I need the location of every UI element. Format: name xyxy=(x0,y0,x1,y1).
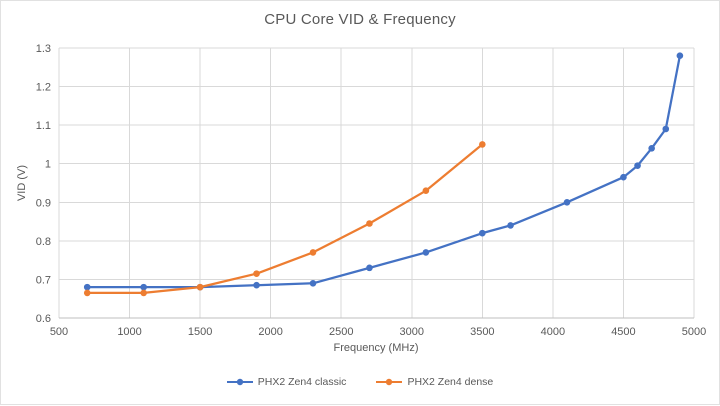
data-point-marker xyxy=(479,141,486,148)
x-tick-label: 3500 xyxy=(470,326,494,338)
y-axis-title: VID (V) xyxy=(16,164,28,202)
data-point-marker xyxy=(253,270,260,277)
legend-item-1: PHX2 Zen4 dense xyxy=(376,376,493,388)
legend: PHX2 Zen4 classic PHX2 Zen4 dense xyxy=(1,376,719,388)
legend-label: PHX2 Zen4 dense xyxy=(407,376,494,388)
data-point-marker xyxy=(140,289,147,297)
data-point-marker xyxy=(366,264,373,272)
x-tick-label: 3000 xyxy=(400,326,424,338)
data-point-marker xyxy=(140,283,147,291)
y-tick-label: 0.6 xyxy=(36,313,51,325)
data-point-marker xyxy=(309,249,317,256)
y-tick-label: 0.7 xyxy=(36,274,51,286)
x-tick-label: 1500 xyxy=(188,326,212,338)
x-tick-label: 2500 xyxy=(329,326,353,338)
legend-marker-icon xyxy=(226,378,253,386)
y-tick-label: 1.2 xyxy=(36,82,51,94)
data-point-marker xyxy=(648,144,655,152)
y-tick-label: 0.8 xyxy=(36,236,51,248)
data-point-marker xyxy=(676,52,684,60)
data-point-marker xyxy=(620,173,627,181)
series-line-1 xyxy=(86,143,484,295)
x-tick-label: 4000 xyxy=(541,326,565,338)
data-point-marker xyxy=(422,249,430,256)
x-tick-label: 4500 xyxy=(611,326,635,338)
y-tick-label: 1.1 xyxy=(36,120,51,132)
data-point-marker xyxy=(83,283,91,291)
series-line-0 xyxy=(86,54,682,289)
data-point-marker xyxy=(196,283,204,291)
data-point-marker xyxy=(422,187,430,195)
data-point-marker xyxy=(634,162,641,169)
data-point-marker xyxy=(507,222,514,229)
y-tick-label: 1.3 xyxy=(36,43,51,55)
legend-marker-icon xyxy=(376,378,403,386)
x-tick-label: 2000 xyxy=(258,326,282,338)
x-axis-title: Frequency (MHz) xyxy=(333,342,419,354)
x-tick-label: 500 xyxy=(50,326,68,338)
legend-label: PHX2 Zen4 classic xyxy=(257,376,347,388)
data-point-marker xyxy=(366,220,373,227)
data-point-marker xyxy=(662,125,670,133)
data-point-marker xyxy=(563,198,571,206)
x-tick-label: 5000 xyxy=(682,326,706,338)
x-tick-label: 1000 xyxy=(117,326,141,338)
y-tick-label: 0.9 xyxy=(36,197,51,209)
legend-item-0: PHX2 Zen4 classic xyxy=(226,376,347,388)
data-point-marker xyxy=(309,279,317,287)
data-point-marker xyxy=(253,281,260,289)
data-point-marker xyxy=(83,289,91,297)
y-tick-label: 1 xyxy=(45,159,51,171)
data-point-marker xyxy=(479,229,486,237)
chart-title: CPU Core VID & Frequency xyxy=(264,11,456,28)
